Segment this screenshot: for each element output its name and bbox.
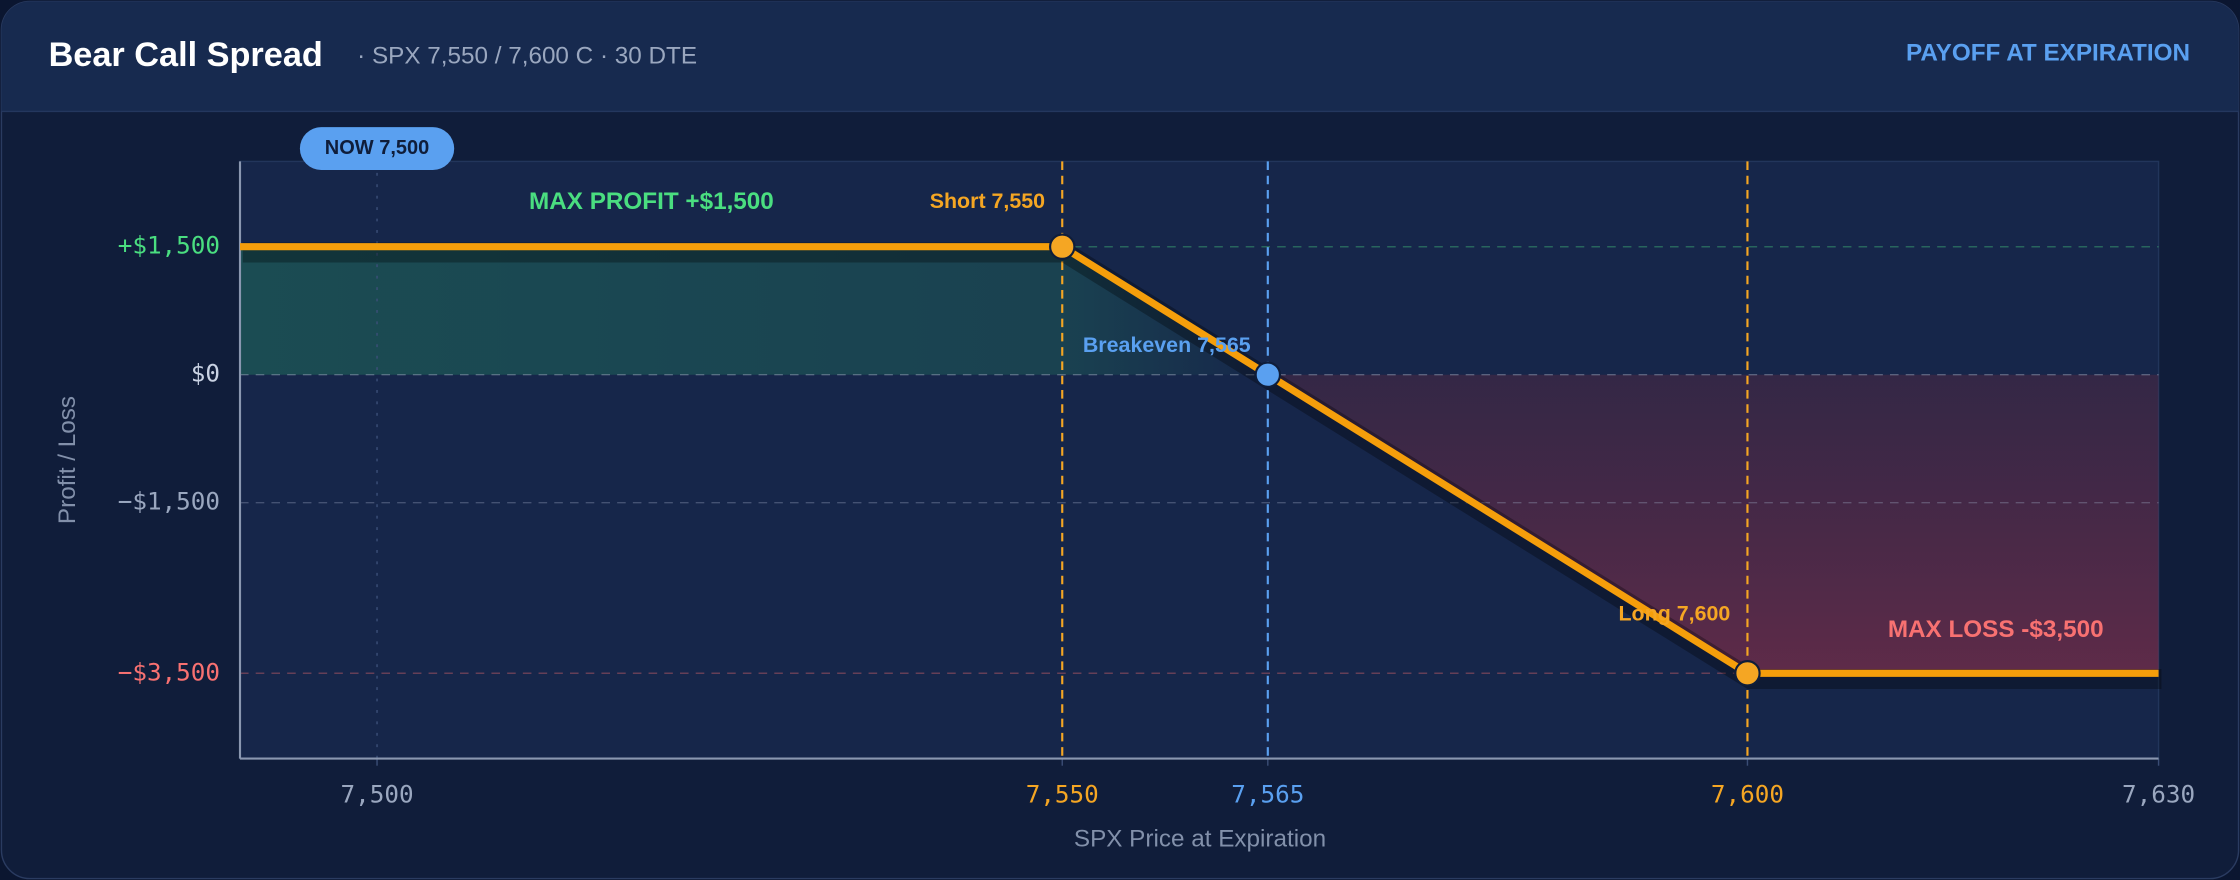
header-subtitle: · SPX 7,550 / 7,600 C · 30 DTE: [357, 43, 697, 70]
now-label: NOW 7,500: [325, 137, 429, 159]
x-tick-label: 7,630: [2122, 780, 2195, 809]
x-tick-label: 7,600: [1711, 780, 1784, 809]
marker-dot: [1049, 233, 1076, 260]
profit-zone: [240, 246, 1268, 375]
max-loss-label: MAX LOSS -$3,500: [1888, 616, 2104, 643]
header-bar: [1, 1, 2239, 112]
y-tick-label: −$1,500: [118, 487, 220, 516]
marker-label: Short 7,550: [930, 189, 1045, 213]
marker-dot: [1734, 660, 1761, 687]
marker-label: Breakeven 7,565: [1083, 333, 1251, 357]
max-profit-label: MAX PROFIT +$1,500: [529, 188, 774, 215]
x-tick-label: 7,550: [1026, 780, 1099, 809]
marker-label: Long 7,600: [1618, 601, 1730, 625]
y-tick-label: +$1,500: [118, 231, 220, 260]
now-pill: [299, 127, 455, 170]
y-tick-label: $0: [191, 359, 220, 388]
x-tick-label: 7,565: [1231, 780, 1304, 809]
x-tick-label: 7,500: [341, 780, 414, 809]
header-title: Bear Call Spread: [49, 36, 323, 74]
header-badge: PAYOFF AT EXPIRATION: [1906, 40, 2190, 67]
loss-zone: [1267, 374, 2159, 674]
marker-dot: [1254, 361, 1282, 388]
y-axis-label: Profit / Loss: [54, 396, 81, 524]
y-tick-label: −$3,500: [118, 657, 220, 686]
x-axis-label: SPX Price at Expiration: [1074, 825, 1326, 852]
